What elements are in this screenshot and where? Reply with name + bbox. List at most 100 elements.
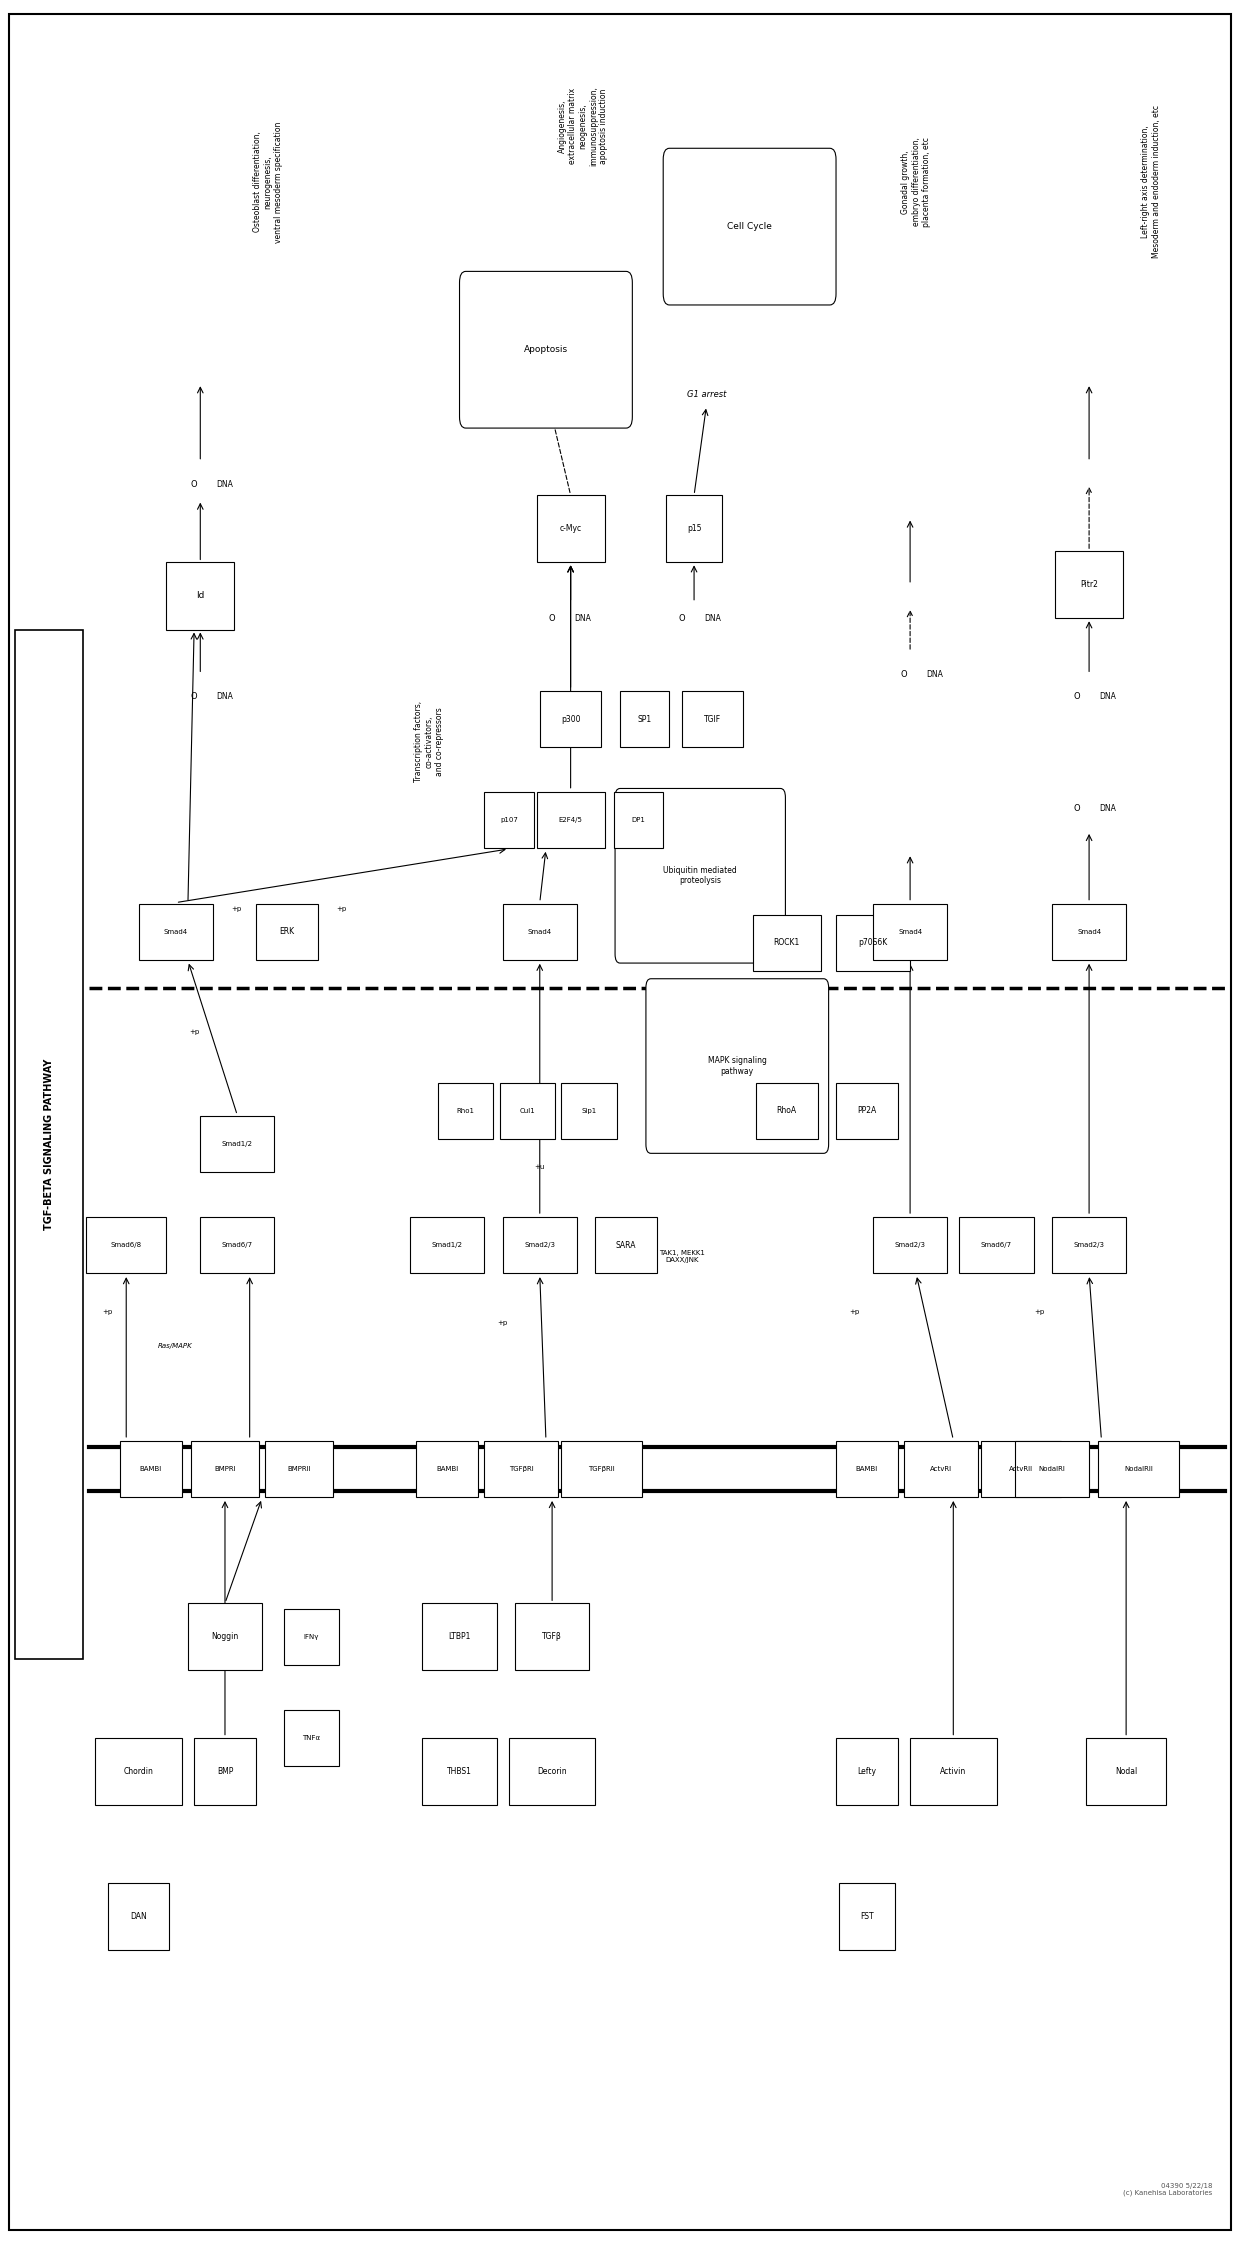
Text: Transcription factors,
co-activators,
and co-repressors: Transcription factors, co-activators, an… bbox=[414, 700, 444, 781]
Text: DNA: DNA bbox=[1099, 803, 1116, 812]
Text: Pitr2: Pitr2 bbox=[1080, 581, 1099, 590]
Text: NodalRI: NodalRI bbox=[1039, 1465, 1065, 1472]
Text: O: O bbox=[191, 691, 197, 700]
FancyBboxPatch shape bbox=[484, 792, 533, 848]
Text: Cell Cycle: Cell Cycle bbox=[727, 222, 773, 231]
FancyBboxPatch shape bbox=[836, 916, 910, 972]
FancyBboxPatch shape bbox=[981, 1441, 1061, 1497]
FancyBboxPatch shape bbox=[753, 916, 821, 972]
FancyBboxPatch shape bbox=[836, 1737, 898, 1804]
FancyBboxPatch shape bbox=[95, 1737, 182, 1804]
FancyBboxPatch shape bbox=[1055, 552, 1123, 619]
Text: DNA: DNA bbox=[217, 691, 233, 700]
FancyBboxPatch shape bbox=[460, 272, 632, 429]
FancyBboxPatch shape bbox=[562, 1441, 641, 1497]
Text: +p: +p bbox=[231, 907, 242, 913]
FancyBboxPatch shape bbox=[537, 496, 605, 563]
Text: Id: Id bbox=[196, 592, 205, 601]
FancyBboxPatch shape bbox=[410, 1216, 484, 1272]
Text: +u: +u bbox=[534, 1165, 544, 1169]
Text: ROCK1: ROCK1 bbox=[774, 938, 800, 947]
FancyBboxPatch shape bbox=[873, 904, 947, 960]
FancyBboxPatch shape bbox=[836, 1441, 898, 1497]
Text: O: O bbox=[1074, 691, 1080, 700]
Text: -p: -p bbox=[777, 1030, 784, 1034]
FancyBboxPatch shape bbox=[438, 1084, 494, 1138]
Text: IFNγ: IFNγ bbox=[304, 1634, 319, 1640]
Text: DNA: DNA bbox=[704, 615, 720, 624]
Text: Chordin: Chordin bbox=[124, 1766, 154, 1775]
Text: +p: +p bbox=[1034, 1308, 1045, 1315]
Text: Smad2/3: Smad2/3 bbox=[1074, 1243, 1105, 1248]
Text: BAMBI: BAMBI bbox=[436, 1465, 459, 1472]
FancyBboxPatch shape bbox=[255, 904, 317, 960]
Text: Smad1/2: Smad1/2 bbox=[222, 1142, 253, 1147]
FancyBboxPatch shape bbox=[120, 1441, 182, 1497]
Text: Ras/MAPK: Ras/MAPK bbox=[159, 1342, 193, 1349]
Text: 04390 5/22/18
(c) Kanehisa Laboratories: 04390 5/22/18 (c) Kanehisa Laboratories bbox=[1123, 2183, 1213, 2197]
FancyBboxPatch shape bbox=[484, 1441, 558, 1497]
Text: Smad4: Smad4 bbox=[164, 929, 187, 936]
FancyBboxPatch shape bbox=[423, 1602, 496, 1670]
Text: BMPRII: BMPRII bbox=[288, 1465, 311, 1472]
Text: ERK: ERK bbox=[279, 927, 294, 936]
FancyBboxPatch shape bbox=[836, 1084, 898, 1138]
Text: BAMBI: BAMBI bbox=[140, 1465, 162, 1472]
Text: THBS1: THBS1 bbox=[448, 1766, 472, 1775]
FancyBboxPatch shape bbox=[595, 1216, 657, 1272]
FancyBboxPatch shape bbox=[620, 691, 670, 747]
Text: +p: +p bbox=[336, 907, 346, 913]
FancyBboxPatch shape bbox=[201, 1216, 274, 1272]
Text: Decorin: Decorin bbox=[537, 1766, 567, 1775]
FancyBboxPatch shape bbox=[1052, 904, 1126, 960]
Text: BAMBI: BAMBI bbox=[856, 1465, 878, 1472]
FancyBboxPatch shape bbox=[417, 1441, 479, 1497]
Text: DAN: DAN bbox=[130, 1912, 148, 1921]
FancyBboxPatch shape bbox=[756, 1084, 817, 1138]
FancyBboxPatch shape bbox=[960, 1216, 1033, 1272]
FancyBboxPatch shape bbox=[663, 148, 836, 305]
FancyBboxPatch shape bbox=[1099, 1441, 1178, 1497]
FancyBboxPatch shape bbox=[188, 1602, 262, 1670]
Text: p107: p107 bbox=[500, 817, 518, 824]
Text: +p: +p bbox=[103, 1308, 113, 1315]
FancyBboxPatch shape bbox=[15, 631, 83, 1658]
FancyBboxPatch shape bbox=[502, 1216, 577, 1272]
Text: Smad4: Smad4 bbox=[1078, 929, 1101, 936]
FancyBboxPatch shape bbox=[537, 792, 605, 848]
Text: Rho1: Rho1 bbox=[456, 1109, 475, 1113]
Text: ActvRI: ActvRI bbox=[930, 1465, 952, 1472]
Text: TGFβRI: TGFβRI bbox=[508, 1465, 533, 1472]
Text: Growth
factor: Growth factor bbox=[288, 1744, 310, 1755]
FancyBboxPatch shape bbox=[839, 1883, 895, 1950]
FancyBboxPatch shape bbox=[508, 1737, 595, 1804]
Text: p70S6K: p70S6K bbox=[858, 938, 888, 947]
Text: O: O bbox=[678, 615, 684, 624]
FancyBboxPatch shape bbox=[166, 563, 234, 631]
FancyBboxPatch shape bbox=[201, 1118, 274, 1171]
Text: BMPRI: BMPRI bbox=[215, 1465, 236, 1472]
FancyBboxPatch shape bbox=[1086, 1737, 1167, 1804]
FancyBboxPatch shape bbox=[646, 978, 828, 1153]
FancyBboxPatch shape bbox=[1016, 1441, 1089, 1497]
Text: G1 arrest: G1 arrest bbox=[687, 390, 727, 399]
Text: O: O bbox=[191, 480, 197, 489]
Text: p15: p15 bbox=[687, 525, 702, 534]
Text: c-Myc: c-Myc bbox=[559, 525, 582, 534]
Text: TGIF: TGIF bbox=[704, 714, 722, 723]
FancyBboxPatch shape bbox=[500, 1084, 556, 1138]
Text: O: O bbox=[1074, 803, 1080, 812]
FancyBboxPatch shape bbox=[666, 496, 722, 563]
Text: DNA: DNA bbox=[574, 615, 591, 624]
FancyBboxPatch shape bbox=[502, 904, 577, 960]
Text: DP1: DP1 bbox=[631, 817, 646, 824]
Text: E2F4/5: E2F4/5 bbox=[559, 817, 583, 824]
Text: BMP: BMP bbox=[217, 1766, 233, 1775]
Text: SP1: SP1 bbox=[637, 714, 652, 723]
FancyBboxPatch shape bbox=[562, 1084, 618, 1138]
Text: Angiogenesis,
extracellular matrix
neogenesis,
immunosuppression,
apoptosis indu: Angiogenesis, extracellular matrix neoge… bbox=[558, 85, 609, 166]
FancyBboxPatch shape bbox=[615, 788, 785, 963]
FancyBboxPatch shape bbox=[108, 1883, 170, 1950]
FancyBboxPatch shape bbox=[139, 904, 212, 960]
Text: TAK1, MEKK1
DAXX/JNK: TAK1, MEKK1 DAXX/JNK bbox=[658, 1250, 704, 1263]
